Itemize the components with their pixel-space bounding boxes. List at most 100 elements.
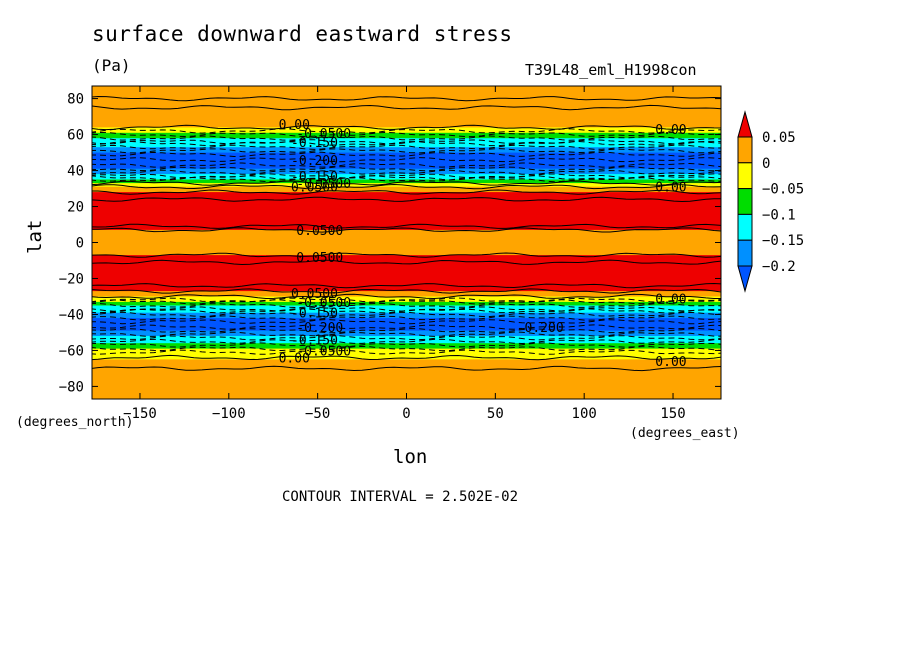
contour-label: 0.0500 bbox=[296, 251, 343, 266]
run-id-label: T39L48_eml_H1998con bbox=[525, 61, 697, 79]
field-band bbox=[92, 168, 721, 175]
contour-label: 0.00 bbox=[655, 123, 686, 138]
contour-line-solid bbox=[92, 189, 721, 195]
field-band bbox=[92, 343, 721, 350]
contour-interval-label: CONTOUR INTERVAL = 2.502E-02 bbox=[282, 489, 519, 505]
colorbar-swatch bbox=[737, 136, 753, 164]
contour-line-dashed bbox=[92, 169, 721, 176]
contour-lines bbox=[92, 95, 721, 372]
x-tick-label: 0 bbox=[402, 406, 410, 422]
units-label: (Pa) bbox=[92, 56, 131, 75]
colorbar-swatch bbox=[737, 239, 753, 267]
contour-line-dashed bbox=[92, 297, 721, 303]
contour-line-solid bbox=[92, 365, 721, 372]
field-band bbox=[92, 336, 721, 344]
contour-label: 0.00 bbox=[655, 355, 686, 370]
colorbar-label: 0 bbox=[762, 156, 770, 172]
contour-label: 0.0500 bbox=[296, 224, 343, 239]
contour-label: -0.200 bbox=[296, 321, 343, 336]
field-band bbox=[92, 152, 721, 170]
y-tick-label: 60 bbox=[67, 128, 84, 144]
colorbar-label: −0.1 bbox=[762, 207, 796, 223]
field-band bbox=[92, 348, 721, 360]
field-band bbox=[92, 127, 721, 134]
contour-line-dashed bbox=[92, 135, 721, 141]
contour-label: -0.150 bbox=[291, 170, 338, 185]
field-band bbox=[92, 174, 721, 181]
contour-line-dashed bbox=[92, 148, 721, 154]
contour-label: 0.00 bbox=[655, 181, 686, 196]
y-tick-label: 20 bbox=[67, 200, 84, 216]
contour-line-dashed bbox=[92, 166, 721, 172]
contour-line-solid bbox=[92, 196, 721, 203]
contour-label: 0.0500 bbox=[291, 181, 338, 196]
y-unit-label: (degrees_north) bbox=[16, 415, 134, 430]
contour-label: -0.150 bbox=[291, 307, 338, 322]
field-band bbox=[92, 147, 721, 154]
y-tick-label: −80 bbox=[59, 379, 84, 395]
contour-label: 0.0500 bbox=[291, 287, 338, 302]
x-tick-label: −100 bbox=[212, 406, 246, 422]
x-axis-label: lon bbox=[393, 446, 428, 468]
contour-line-dashed bbox=[92, 319, 721, 325]
colorbar-arrow-top bbox=[737, 110, 753, 138]
colorbar-label: −0.05 bbox=[762, 182, 804, 198]
contour-line-dashed bbox=[92, 335, 721, 341]
contour-line-solid bbox=[92, 293, 721, 300]
contour-line-dashed bbox=[92, 162, 721, 168]
y-tick-label: 80 bbox=[67, 92, 84, 108]
contour-line-dashed bbox=[92, 139, 721, 145]
contour-line-solid bbox=[92, 124, 721, 131]
x-tick-label: 50 bbox=[487, 406, 504, 422]
contour-line-dashed bbox=[92, 311, 721, 318]
field-band bbox=[92, 138, 721, 148]
x-unit-label: (degrees_east) bbox=[630, 426, 740, 441]
contour-line-dashed bbox=[92, 306, 721, 312]
contour-line-dashed bbox=[92, 144, 721, 150]
x-tick-label: 150 bbox=[660, 406, 685, 422]
field-band bbox=[92, 186, 721, 193]
contour-line-dashed bbox=[92, 324, 721, 330]
contour-label: 0.00 bbox=[655, 292, 686, 307]
contour-line-solid bbox=[92, 180, 721, 186]
contour-line-dashed bbox=[92, 131, 721, 138]
contour-line-dashed bbox=[92, 308, 721, 314]
contour-label: -0.0500 bbox=[296, 344, 351, 359]
contour-line-dashed bbox=[92, 342, 721, 348]
field-band bbox=[92, 359, 721, 399]
contour-line-dashed bbox=[92, 128, 721, 134]
contour-label: -0.150 bbox=[291, 334, 338, 349]
contour-label: -0.0500 bbox=[296, 127, 351, 142]
contour-line-solid bbox=[92, 354, 721, 361]
contour-line-dashed bbox=[92, 175, 721, 181]
field-band bbox=[92, 86, 721, 128]
y-tick-label: −60 bbox=[59, 343, 84, 359]
field-band bbox=[92, 305, 721, 314]
contour-line-dashed bbox=[92, 176, 721, 183]
contour-line-solid bbox=[92, 252, 721, 258]
contour-label: -0.150 bbox=[291, 136, 338, 151]
contour-line-dashed bbox=[92, 157, 721, 163]
contour-line-dashed bbox=[92, 331, 721, 337]
contour-label: -0.0500 bbox=[296, 177, 351, 192]
field-band bbox=[92, 132, 721, 139]
colorbar-label: −0.2 bbox=[762, 259, 796, 275]
contour-line-dashed bbox=[92, 302, 721, 309]
contour-line-dashed bbox=[92, 140, 721, 147]
contour-line-solid bbox=[92, 183, 721, 190]
y-axis-label: lat bbox=[24, 219, 46, 254]
field-band bbox=[92, 301, 721, 307]
field-bands bbox=[92, 86, 721, 399]
contour-line-dashed bbox=[92, 338, 721, 345]
colorbar-label: 0.05 bbox=[762, 130, 796, 146]
contour-line-dashed bbox=[92, 299, 721, 305]
contour-line-solid bbox=[92, 288, 721, 294]
contour-label: 0.00 bbox=[279, 352, 310, 367]
x-tick-label: −50 bbox=[305, 406, 330, 422]
colorbar-arrow-bottom bbox=[737, 265, 753, 293]
field-band bbox=[92, 318, 721, 332]
field-band bbox=[92, 291, 721, 298]
contour-label: -0.200 bbox=[517, 321, 564, 336]
field-band bbox=[92, 255, 721, 292]
